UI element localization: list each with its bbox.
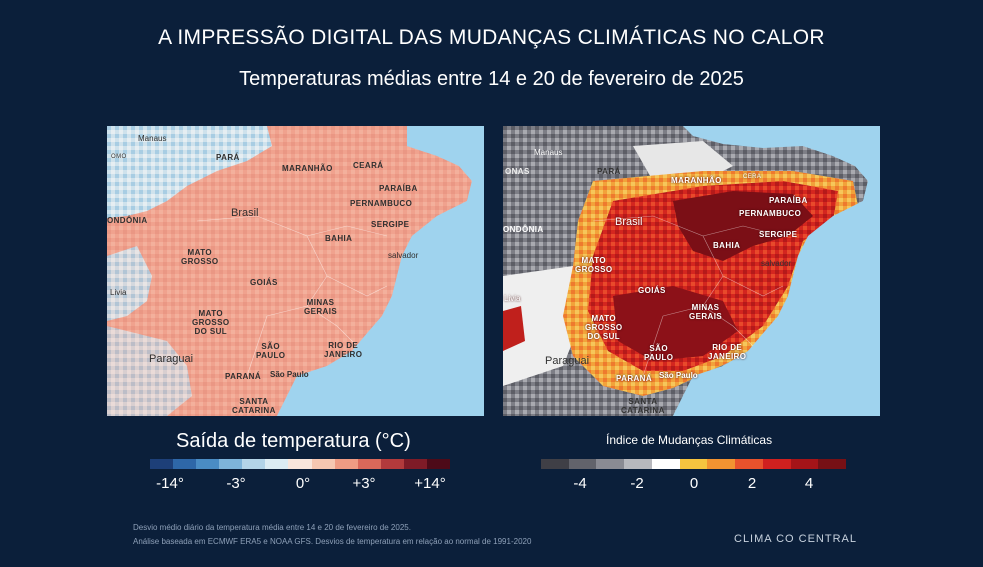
label-maranhao: Maranhão xyxy=(282,164,333,173)
label-sao-paulo-city: São Paulo xyxy=(659,371,698,380)
csi-tick: -4 xyxy=(573,475,587,492)
temperature-scale-swatch xyxy=(288,459,312,469)
label-paraguai: Paraguai xyxy=(149,353,194,365)
temperature-scale-swatch xyxy=(334,459,358,469)
label-para: Pará xyxy=(216,153,240,162)
temperature-color-scale xyxy=(150,459,451,469)
footnote-line-1: Desvio médio diário da temperatura média… xyxy=(133,523,411,532)
label-rondonia: ondônia xyxy=(107,216,148,225)
label-bolivia: Livia xyxy=(504,294,521,303)
label-amazonas: omo xyxy=(111,154,127,160)
label-sao-paulo-state: São Paulo xyxy=(644,344,674,362)
csi-scale-swatch xyxy=(596,459,625,469)
csi-scale-swatch xyxy=(790,459,819,469)
temperature-scale-swatch xyxy=(265,459,289,469)
csi-scale-swatch xyxy=(707,459,736,469)
csi-scale-swatch xyxy=(541,459,569,469)
label-manaus: Manaus xyxy=(138,134,167,143)
csi-scale-swatch xyxy=(818,459,847,469)
label-brasil: Brasil xyxy=(231,207,259,219)
climate-shift-index-shading xyxy=(503,126,880,416)
csi-tick: 2 xyxy=(747,475,757,492)
label-bahia: Bahia xyxy=(713,241,741,250)
label-mato-grosso: Mato Grosso xyxy=(181,248,219,266)
temperature-tick: -3° xyxy=(226,475,246,492)
csi-color-scale xyxy=(541,459,847,469)
csi-tick: 4 xyxy=(804,475,814,492)
label-rondonia: ondônia xyxy=(503,225,544,234)
label-brasil: Brasil xyxy=(615,216,643,228)
label-bahia: Bahia xyxy=(325,234,353,243)
label-minas-gerais: Minas Gerais xyxy=(304,298,338,316)
temperature-tick: +3° xyxy=(352,475,376,492)
footnote-line-2: Análise baseada em ECMWF ERA5 e NOAA GFS… xyxy=(133,537,532,546)
temperature-scale-swatch xyxy=(242,459,266,469)
temperature-scale-swatch xyxy=(403,459,427,469)
label-sao-paulo-state: São Paulo xyxy=(256,342,286,360)
label-rio-de-janeiro: Rio de Janeiro xyxy=(708,343,747,361)
brand-logo: CLIMA CO CENTRAL xyxy=(734,533,857,545)
csi-scale-swatch xyxy=(762,459,791,469)
label-paraguai: Paraguai xyxy=(545,355,590,367)
label-ceara: Cera xyxy=(743,174,762,180)
label-maranhao: Maranhão xyxy=(671,176,722,185)
temperature-tick: 0° xyxy=(295,475,311,492)
csi-legend-title: Índice de Mudanças Climáticas xyxy=(606,433,773,447)
temperature-legend-title: Saída de temperatura (°C) xyxy=(176,430,411,452)
temperature-tick: -14° xyxy=(156,475,184,492)
csi-scale-swatch xyxy=(568,459,597,469)
label-mato-grosso-do-sul: Mato Grosso do Sul xyxy=(585,314,623,341)
temperature-scale-swatch xyxy=(311,459,335,469)
label-goias: Goiás xyxy=(250,278,278,287)
csi-scale-swatch xyxy=(624,459,652,469)
temperature-scale-swatch xyxy=(426,459,451,469)
label-mato-grosso-do-sul: Mato Grosso do Sul xyxy=(192,309,230,336)
temperature-scale-swatch xyxy=(380,459,404,469)
label-salvador: salvador xyxy=(388,251,419,260)
label-santa-catarina: Santa Catarina xyxy=(621,397,665,415)
label-para: Pará xyxy=(597,167,621,176)
label-sergipe: Sergipe xyxy=(371,220,410,229)
label-santa-catarina: Santa Catarina xyxy=(232,397,276,415)
csi-scale-swatch xyxy=(735,459,763,469)
label-bolivia: Livia xyxy=(110,288,127,297)
label-sao-paulo-city: São Paulo xyxy=(270,370,309,379)
label-minas-gerais: Minas Gerais xyxy=(689,303,723,321)
page-title: A IMPRESSÃO DIGITAL DAS MUDANÇAS CLIMÁTI… xyxy=(158,26,825,49)
csi-scale-swatch xyxy=(679,459,708,469)
label-salvador: salvador xyxy=(761,259,792,268)
temperature-scale-swatch xyxy=(196,459,220,469)
csi-tick: 0 xyxy=(689,475,699,492)
label-parana: Paraná xyxy=(225,372,262,381)
label-parana: Paraná xyxy=(616,374,653,383)
temperature-anomaly-map: Manaus omo Pará Maranhão Ceará Paraíba P… xyxy=(107,126,484,416)
temperature-anomaly-shading xyxy=(107,126,484,416)
temperature-scale-swatch xyxy=(150,459,174,469)
label-rio-de-janeiro: Rio de Janeiro xyxy=(324,341,363,359)
label-goias: Goiás xyxy=(638,286,666,295)
label-amazonas: onas xyxy=(505,167,530,176)
csi-scale-swatch xyxy=(651,459,680,469)
temperature-tick: +14° xyxy=(414,475,446,492)
page-subtitle: Temperaturas médias entre 14 e 20 de fev… xyxy=(239,68,744,90)
label-ceara: Ceará xyxy=(353,161,384,170)
label-pernambuco: Pernambuco xyxy=(350,199,413,208)
label-paraiba: Paraíba xyxy=(769,196,808,205)
temperature-scale-swatch xyxy=(219,459,243,469)
climate-shift-index-map: Manaus onas Pará Maranhão Cera Paraíba P… xyxy=(503,126,880,416)
temperature-scale-swatch xyxy=(173,459,197,469)
label-sergipe: Sergipe xyxy=(759,230,798,239)
label-manaus: Manaus xyxy=(534,148,563,157)
label-paraiba: Paraíba xyxy=(379,184,418,193)
temperature-scale-swatch xyxy=(357,459,381,469)
csi-tick: -2 xyxy=(630,475,644,492)
label-pernambuco: Pernambuco xyxy=(739,209,802,218)
label-mato-grosso: Mato Grosso xyxy=(575,256,613,274)
